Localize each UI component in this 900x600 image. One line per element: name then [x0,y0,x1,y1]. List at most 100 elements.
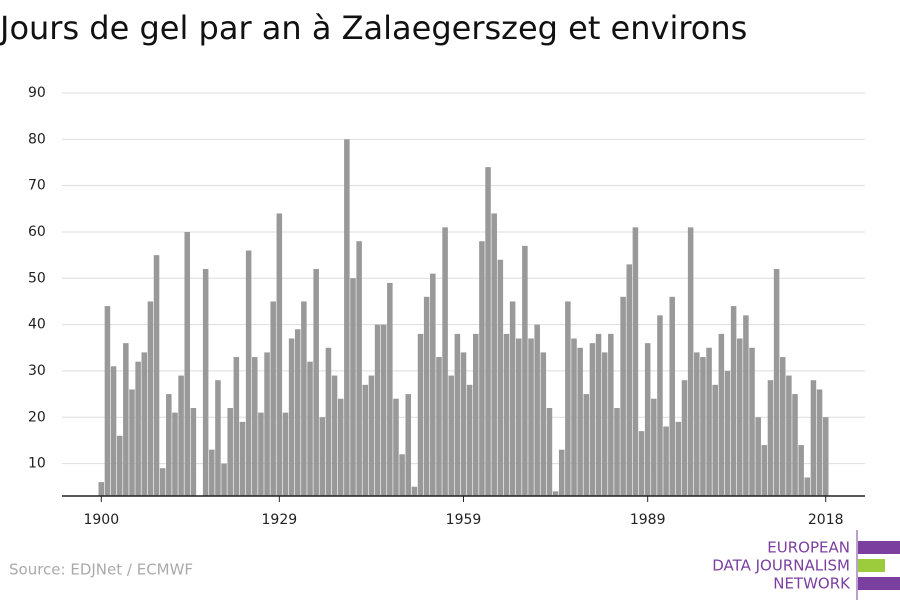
bar [712,384,718,496]
bar [123,343,129,496]
bar [190,407,197,496]
x-tick-label: 1959 [446,512,482,528]
bar [528,338,534,496]
bar [159,468,166,496]
bar [651,398,657,496]
bar [583,394,590,496]
bar [743,315,749,496]
bar [209,449,215,496]
logo-text: NETWORK [773,575,851,593]
bar [153,255,160,496]
bar [233,357,240,496]
bar [675,421,682,496]
y-tick-label: 30 [28,363,46,379]
bar [638,431,645,496]
bar [589,343,596,496]
bar [380,324,387,496]
bar [166,394,172,496]
bar [577,347,583,496]
bar [368,375,375,496]
bar [700,357,706,496]
y-tick-label: 70 [28,178,46,194]
logo-text: DATA JOURNALISM [712,557,850,575]
bar [509,301,516,496]
bar [442,227,448,497]
bar [730,306,737,496]
bar [319,417,326,496]
bar [331,375,338,496]
bar [515,338,522,496]
bar [405,394,412,496]
bar [172,412,178,496]
bar [485,167,491,497]
bar [178,375,184,496]
bar [565,301,571,496]
bar [454,333,461,496]
bar [571,338,577,496]
bar [356,241,362,496]
bar [276,213,283,497]
bar [657,315,663,496]
bar [626,264,633,496]
y-tick-label: 20 [28,409,46,425]
bar [749,347,755,496]
bar [687,227,694,497]
bar [779,357,786,496]
bar [522,245,528,496]
bar [288,338,295,496]
bar [387,282,393,496]
bar [694,352,700,496]
bar [632,227,639,497]
bar [270,301,276,496]
bar [786,375,792,496]
y-tick-label: 10 [28,456,46,472]
bar [595,333,602,496]
bar [294,329,301,496]
bar [313,269,319,496]
bar [110,366,117,496]
bar [804,477,811,496]
logo-bar [858,541,900,554]
bar [147,301,154,496]
bar [706,347,712,496]
y-tick-label: 80 [28,131,46,147]
bar [436,357,442,496]
bar [644,343,651,496]
bar [423,296,430,496]
bar [129,389,135,496]
bar [399,454,405,496]
bar [822,417,829,496]
y-tick-label: 40 [28,317,46,333]
bar [307,361,313,496]
bar [608,333,614,496]
x-tick-label: 1900 [83,512,119,528]
y-tick-label: 60 [28,224,46,240]
bar [767,380,774,496]
bar [491,213,497,497]
bar [417,333,424,496]
bar [374,324,381,496]
bar [258,412,264,496]
bar [473,333,479,496]
bar [810,380,817,496]
y-tick-label: 90 [28,85,46,101]
bar [325,347,332,496]
source: Source: EDJNet / ECMWF [9,561,193,579]
bar [601,352,608,496]
y-tick-label: 50 [28,270,46,286]
bar [614,407,620,496]
bar [264,352,270,496]
bar [816,389,823,496]
bar [184,231,191,496]
bar [227,407,233,496]
bar [135,361,141,496]
bar [362,384,369,496]
bar [393,398,399,496]
bar [411,486,418,496]
bar [534,324,540,496]
bar [724,370,731,496]
bar [104,306,111,496]
bar [663,426,669,496]
bar [466,384,473,496]
